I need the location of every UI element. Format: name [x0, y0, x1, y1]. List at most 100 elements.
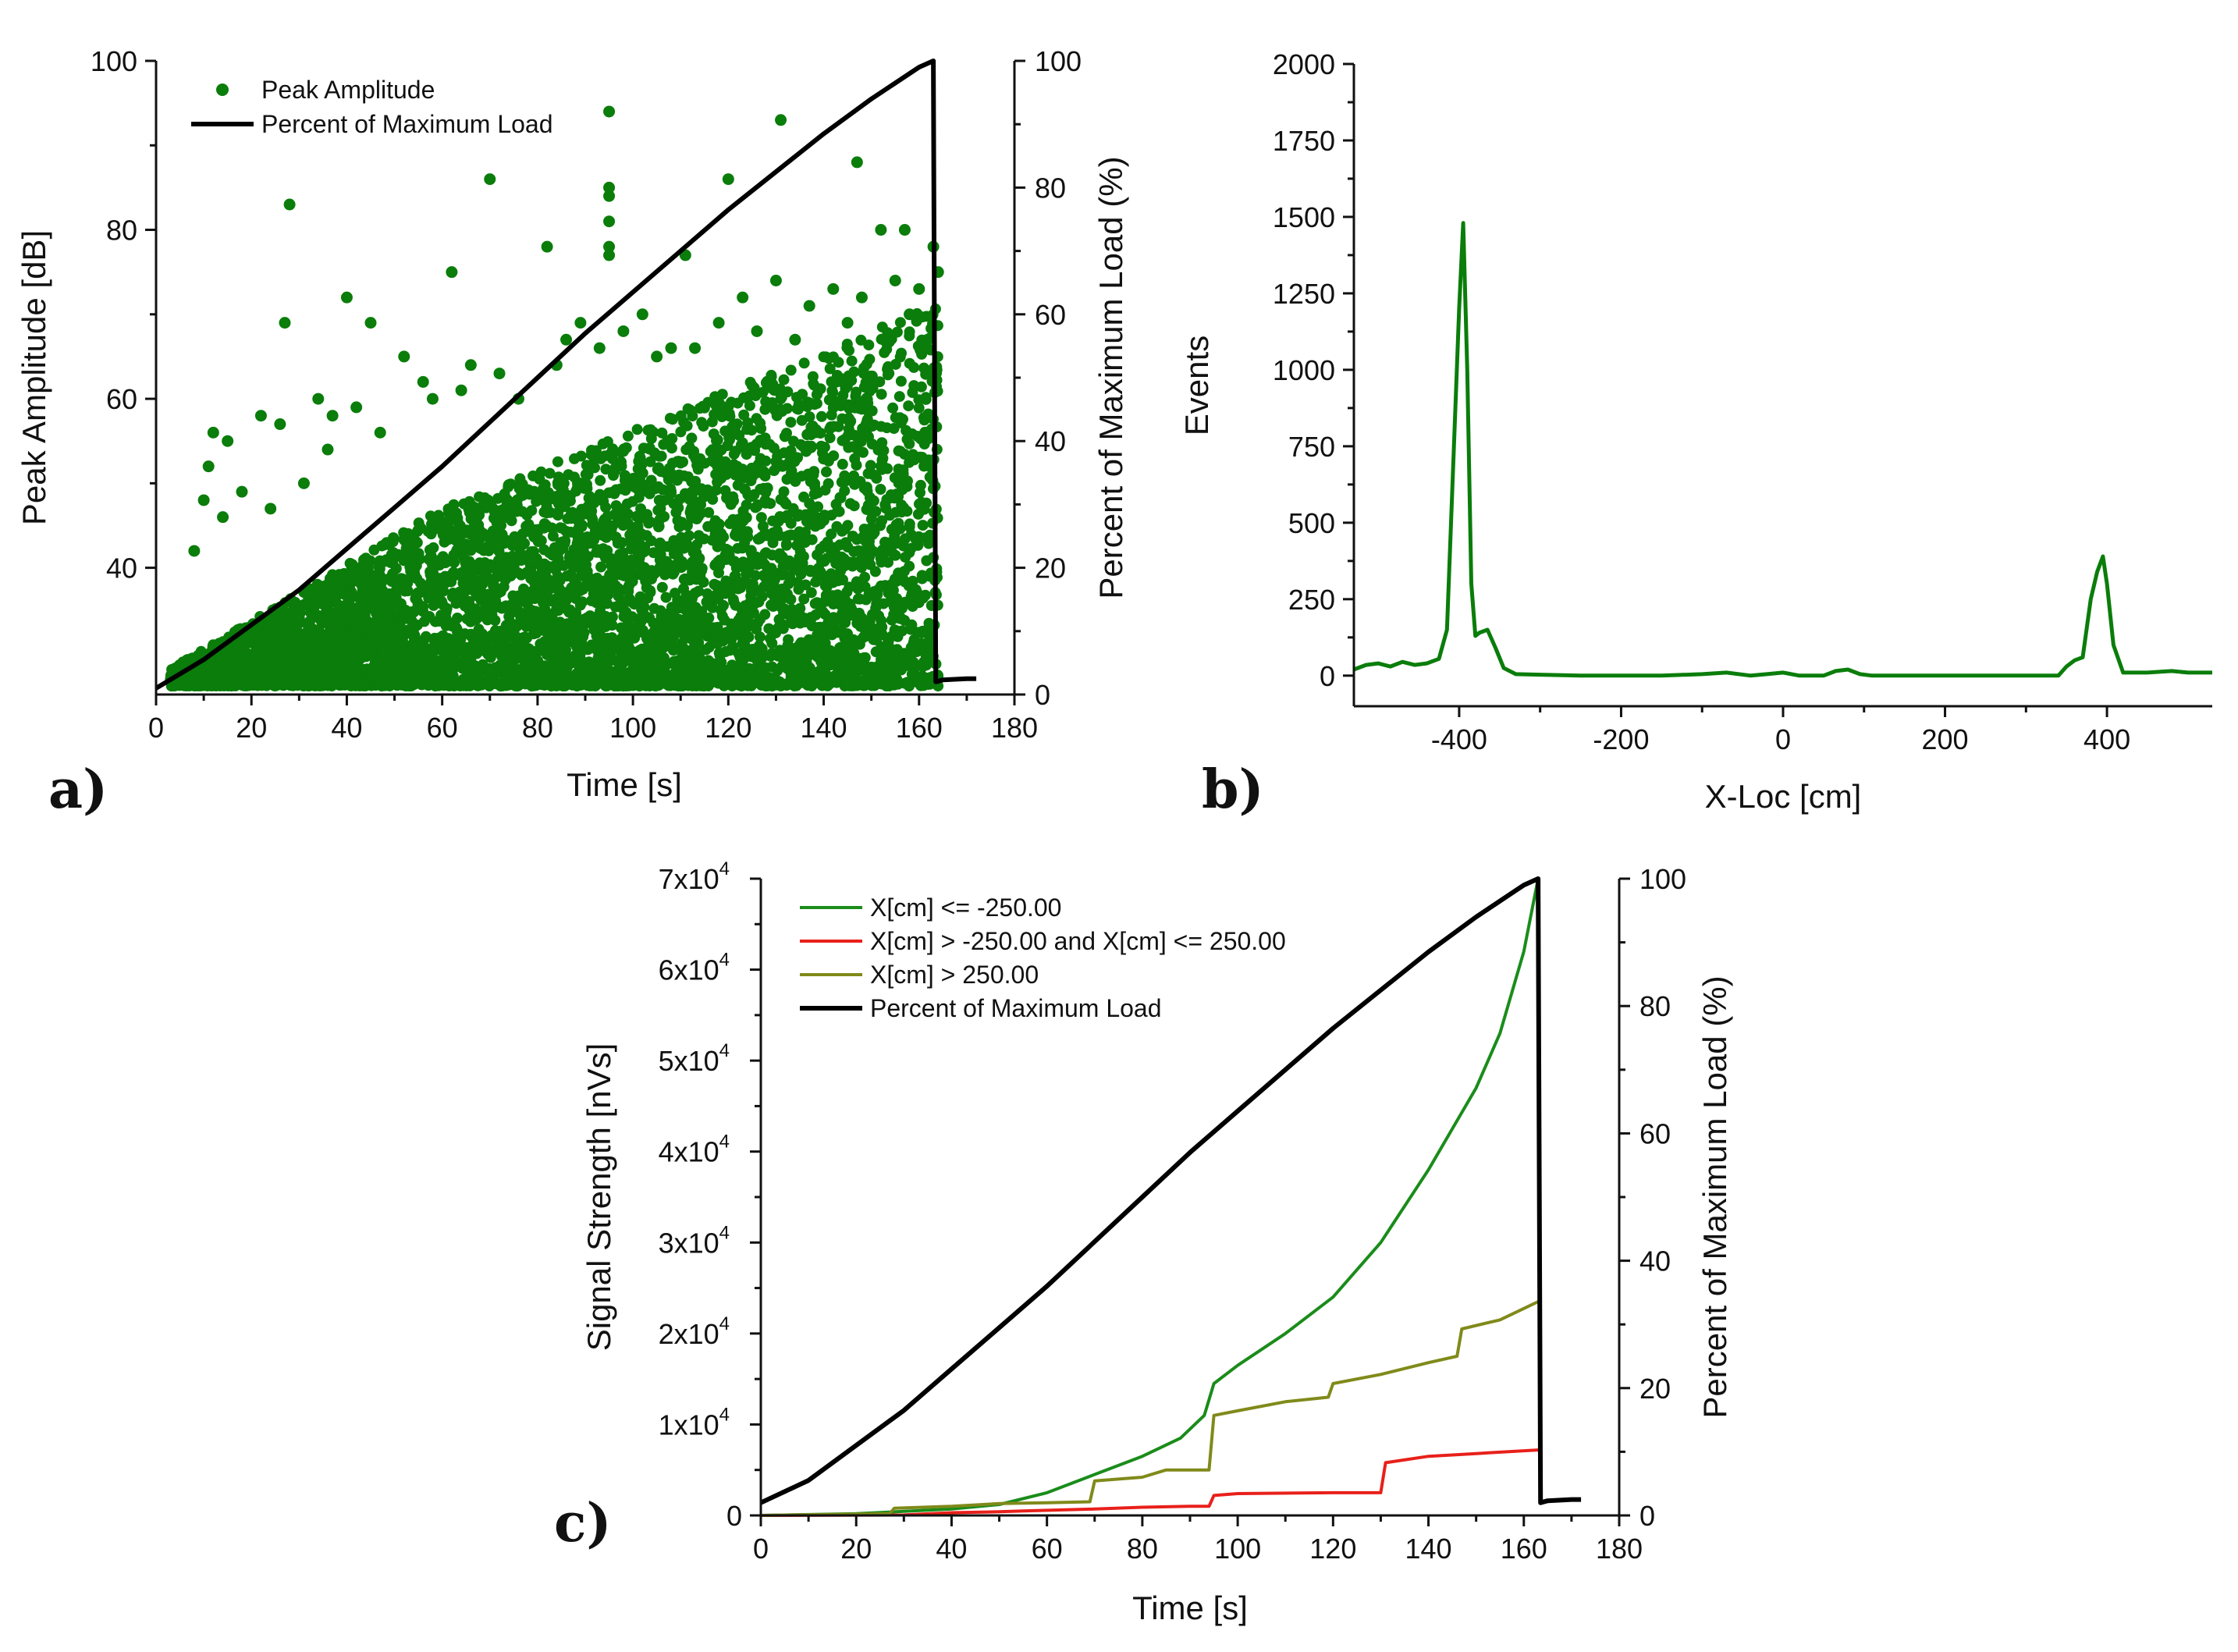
scatter-point: [286, 648, 297, 660]
scatter-point: [515, 666, 527, 678]
scatter-point: [595, 474, 606, 486]
scatter-point: [595, 634, 607, 646]
scatter-point: [677, 661, 689, 673]
scatter-point: [645, 424, 656, 435]
scatter-point: [616, 622, 627, 634]
scatter-point: [776, 460, 788, 472]
scatter-point: [573, 523, 584, 535]
scatter-point: [270, 664, 282, 676]
scatter-point: [787, 435, 799, 447]
scatter-point: [415, 522, 427, 534]
scatter-point: [460, 557, 471, 569]
scatter-point: [908, 380, 920, 392]
scatter-point: [388, 547, 399, 559]
scatter-point: [893, 391, 905, 403]
scatter-point: [659, 660, 671, 672]
scatter-point: [656, 427, 668, 439]
scatter-point: [695, 483, 707, 495]
scatter-point: [529, 593, 541, 605]
scatter-point: [900, 533, 911, 545]
scatter-point: [672, 595, 684, 606]
scatter-point: [477, 578, 488, 590]
scatter-point: [893, 517, 904, 529]
scatter-point: [575, 450, 587, 462]
scatter-point: [689, 588, 701, 599]
scatter-point: [462, 679, 474, 691]
scatter-point: [761, 530, 773, 542]
scatter-point: [513, 542, 525, 554]
scatter-point: [815, 567, 826, 579]
scatter-point: [890, 506, 901, 518]
scatter-point: [542, 661, 554, 673]
scatter-point: [694, 552, 705, 564]
scatter-point: [907, 601, 918, 613]
scatter-point: [887, 402, 899, 414]
scatter-point: [582, 570, 594, 582]
scatter-point: [819, 595, 831, 607]
scatter-point: [493, 539, 505, 551]
scatter-point: [750, 502, 762, 513]
scatter-point: [815, 410, 827, 422]
scatter-point: [822, 620, 833, 631]
scatter-point: [860, 631, 871, 642]
scatter-point: [766, 371, 777, 382]
scatter-point: [797, 389, 808, 400]
scatter-point: [722, 440, 734, 452]
scatter-point: [815, 518, 826, 530]
scatter-point: [685, 510, 697, 522]
scatter-point: [581, 460, 592, 471]
scatter-point: [778, 447, 790, 459]
scatter-point: [759, 609, 771, 620]
scatter-point: [621, 638, 633, 650]
scatter-point: [875, 484, 886, 495]
scatter-point: [808, 469, 819, 481]
scatter-point: [385, 621, 396, 632]
scatter-point: [684, 441, 695, 453]
scatter-point: [645, 456, 656, 467]
scatter-point: [371, 608, 382, 620]
scatter-point: [492, 555, 504, 567]
scatter-point: [865, 383, 877, 395]
scatter-point: [905, 542, 917, 554]
scatter-point: [609, 601, 621, 613]
scatter-point: [577, 545, 589, 557]
scatter-point: [818, 453, 829, 465]
scatter-point: [517, 506, 528, 517]
scatter-point: [450, 598, 462, 609]
scatter-point: [862, 467, 874, 479]
scatter-point: [686, 432, 698, 444]
scatter-point: [658, 677, 670, 689]
scatter-point: [806, 534, 818, 545]
scatter-point: [723, 432, 735, 443]
scatter-point: [678, 542, 690, 554]
scatter-point: [884, 587, 896, 599]
scatter-point: [353, 567, 364, 579]
scatter-point: [739, 537, 751, 549]
scatter-point: [684, 631, 695, 643]
scatter-point: [399, 585, 410, 597]
scatter-point: [653, 520, 665, 532]
scatter-point: [385, 576, 397, 587]
scatter-point: [827, 387, 839, 398]
scatter-point: [837, 376, 848, 388]
scatter-point: [880, 503, 892, 514]
scatter-point: [904, 521, 915, 533]
scatter-point: [915, 487, 925, 499]
scatter-point: [602, 510, 613, 522]
scatter-point: [612, 538, 623, 549]
scatter-point: [507, 500, 519, 511]
scatter-point: [731, 460, 743, 472]
scatter-point: [468, 567, 480, 578]
scatter-point: [805, 613, 817, 625]
scatter-point: [422, 671, 434, 682]
scatter-point: [463, 602, 474, 614]
scatter-point: [866, 439, 878, 449]
scatter-point: [506, 556, 517, 568]
scatter-point: [774, 511, 786, 522]
scatter-point: [363, 568, 375, 580]
scatter-point: [779, 431, 790, 442]
scatter-point: [702, 520, 714, 532]
scatter-point: [739, 483, 750, 495]
scatter-point: [778, 374, 790, 385]
scatter-point: [561, 662, 573, 673]
